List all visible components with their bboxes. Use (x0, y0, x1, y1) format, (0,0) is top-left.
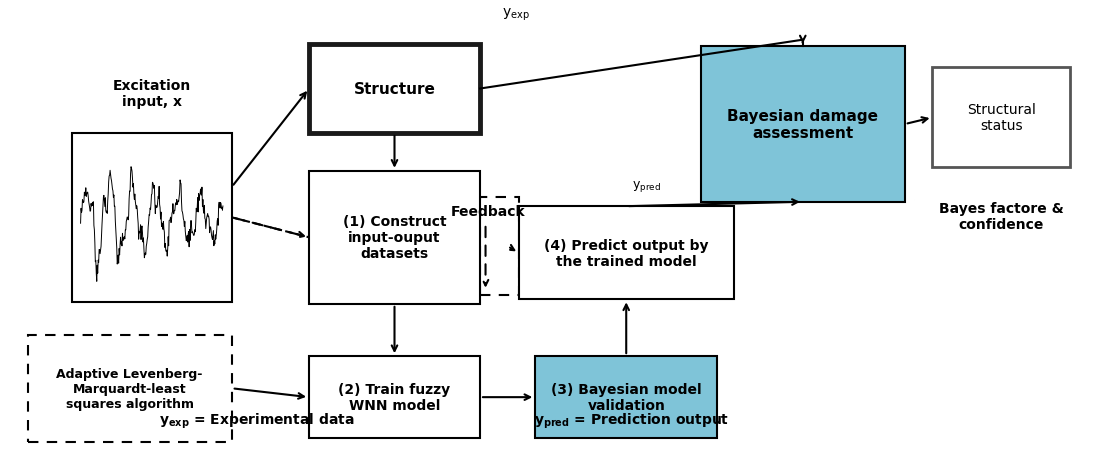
Text: Feedback: Feedback (451, 204, 526, 218)
FancyBboxPatch shape (536, 356, 718, 438)
Text: Bayes factore &
confidence: Bayes factore & confidence (939, 202, 1064, 232)
Text: Structure: Structure (354, 82, 436, 97)
FancyBboxPatch shape (519, 207, 734, 300)
Text: (2) Train fuzzy
WNN model: (2) Train fuzzy WNN model (338, 382, 450, 412)
Text: (3) Bayesian model
validation: (3) Bayesian model validation (551, 382, 702, 412)
Text: $\mathbf{y_{exp}}$ = Experimental data: $\mathbf{y_{exp}}$ = Experimental data (159, 411, 355, 431)
FancyBboxPatch shape (933, 68, 1070, 168)
FancyBboxPatch shape (28, 335, 232, 442)
Text: Structural
status: Structural status (967, 103, 1036, 133)
FancyBboxPatch shape (309, 356, 480, 438)
Text: y$_{\rm pred}$: y$_{\rm pred}$ (632, 179, 661, 193)
FancyBboxPatch shape (701, 47, 905, 202)
FancyBboxPatch shape (72, 133, 232, 302)
Text: y$_{\rm exp}$: y$_{\rm exp}$ (502, 7, 530, 23)
Text: $\mathbf{y_{pred}}$ = Prediction output: $\mathbf{y_{pred}}$ = Prediction output (535, 411, 730, 431)
Text: (4) Predict output by
the trained model: (4) Predict output by the trained model (545, 238, 709, 268)
Text: (1) Construct
input-ouput
datasets: (1) Construct input-ouput datasets (343, 215, 446, 261)
Text: Adaptive Levenberg-
Marquardt-least
squares algorithm: Adaptive Levenberg- Marquardt-least squa… (57, 367, 203, 410)
Text: Bayesian damage
assessment: Bayesian damage assessment (728, 109, 878, 141)
FancyBboxPatch shape (309, 45, 480, 133)
Text: Excitation
input, x: Excitation input, x (113, 78, 191, 109)
FancyBboxPatch shape (309, 171, 480, 304)
